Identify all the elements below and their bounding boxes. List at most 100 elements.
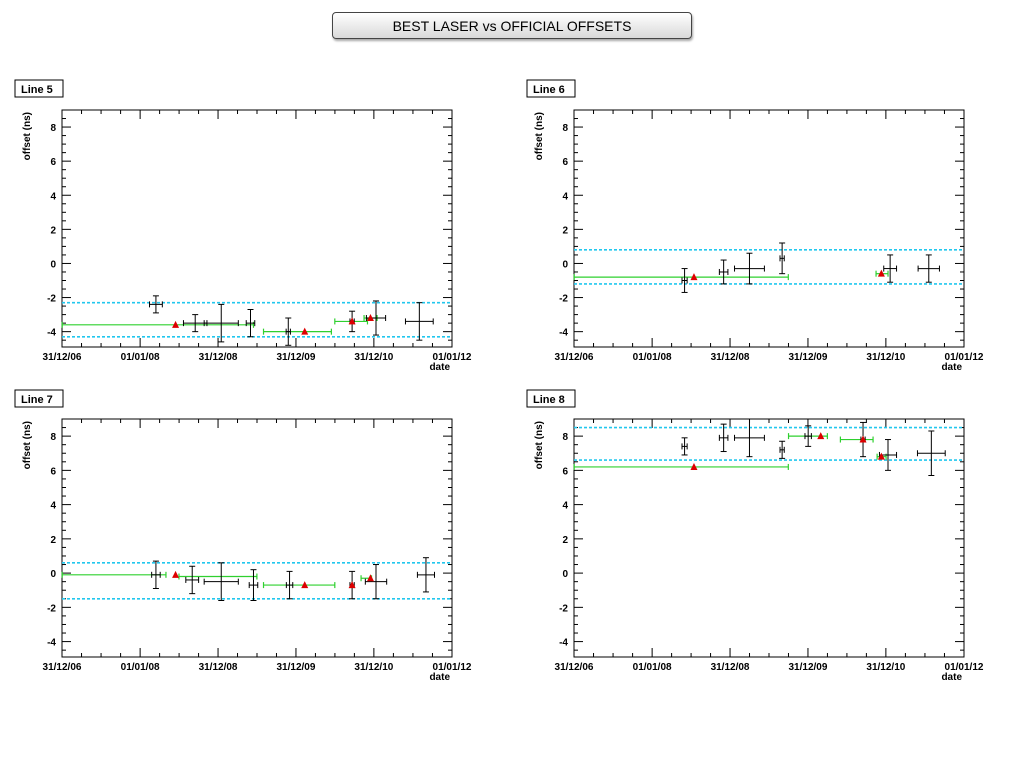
x-tick-label: 01/01/12 [433,352,472,363]
chart-panel-2: Line 6 -4 -2 0 2 4 6 8 31/12/06 01/01/08 31/12/08 3… [526,79,984,373]
y-tick-label: -4 [47,328,56,339]
laser-offset-point [285,570,294,600]
best-laser-marker [172,320,180,328]
y-axis-title: offset (ns) [534,421,545,469]
y-tick-label: 0 [50,569,56,580]
best-laser-marker [348,317,356,325]
laser-offset-point [734,252,765,285]
y-tick-label: 6 [50,157,56,168]
plot-frame [573,109,965,348]
x-tick-label: 31/12/08 [199,352,238,363]
y-tick-label: 0 [562,259,568,270]
panel-label-box [14,389,64,408]
x-tick-label: 31/12/09 [276,662,315,673]
y-tick-label: -4 [559,328,568,339]
x-tick-label: 01/01/12 [433,662,472,673]
x-tick-label: 31/12/08 [711,352,750,363]
laser-offset-point [883,254,898,283]
y-tick-label: 4 [50,501,56,512]
laser-offset-point [916,430,946,477]
y-tick-label: -2 [47,294,56,305]
x-axis-title: date [429,672,450,683]
x-tick-label: 31/12/06 [43,662,82,673]
x-tick-label: 31/12/06 [555,352,594,363]
laser-offset-point [182,314,208,333]
panel-label-box [526,79,576,98]
laser-offset-point [404,302,434,341]
y-tick-label: 0 [50,259,56,270]
x-tick-label: 31/12/08 [711,662,750,673]
best-laser-marker [877,269,885,277]
laser-offset-point [203,303,239,343]
panel-label-box [526,389,576,408]
y-tick-label: -2 [559,294,568,305]
best-laser-marker [690,462,698,470]
chart-panel-4: Line 8 -4 -2 0 2 4 6 8 31/12/06 01/01/08 31/12/08 3… [526,389,984,683]
best-laser-marker [301,581,309,589]
plot-frame [573,418,965,658]
x-tick-label: 01/01/08 [633,662,672,673]
x-tick-label: 01/01/08 [633,352,672,363]
best-laser-marker [301,327,309,335]
panel-label: Line 5 [21,84,53,96]
y-tick-label: 2 [562,225,568,236]
y-axis-title: offset (ns) [22,112,33,160]
chart-panel-1: Line 5 -4 -2 0 2 4 6 8 31/12/06 01/01/08 31/12/08 3… [14,79,472,373]
x-tick-label: 01/01/08 [121,352,160,363]
x-tick-label: 31/12/06 [555,662,594,673]
best-laser-marker [348,581,356,589]
laser-offset-point [185,565,200,595]
laser-offset-point [681,437,688,456]
best-laser-marker [366,574,374,582]
x-tick-label: 31/12/08 [199,662,238,673]
y-tick-label: -4 [559,638,568,649]
x-tick-label: 31/12/10 [354,662,393,673]
y-axis-title: offset (ns) [534,112,545,160]
x-tick-label: 01/01/12 [945,662,984,673]
x-tick-label: 31/12/10 [866,352,905,363]
laser-offset-point [779,242,786,275]
y-tick-label: 6 [562,157,568,168]
laser-offset-point [779,440,786,459]
y-tick-label: 8 [50,432,56,443]
laser-offset-point [203,562,239,601]
x-axis-title: date [429,362,450,373]
chart-panel-3: Line 7 -4 -2 0 2 4 6 8 31/12/06 01/01/08 31/12/08 3… [14,389,472,683]
laser-offset-point [734,418,765,458]
y-tick-label: 4 [562,501,568,512]
x-tick-label: 01/01/12 [945,352,984,363]
best-laser-marker [172,570,180,578]
laser-offset-point [149,295,163,314]
laser-offset-point [285,317,292,346]
x-axis-title: date [941,672,962,683]
y-tick-label: 6 [50,466,56,477]
panel-label: Line 6 [533,84,565,96]
laser-offset-point [151,560,161,590]
y-tick-label: 8 [50,123,56,134]
y-tick-label: -2 [559,603,568,614]
y-tick-label: 8 [562,123,568,134]
laser-offset-point [804,425,812,447]
panel-label-box [14,79,64,98]
plot-frame [61,109,453,348]
x-tick-label: 01/01/08 [121,662,160,673]
y-tick-label: 4 [562,191,568,202]
x-tick-label: 31/12/06 [43,352,82,363]
best-laser-marker [690,273,698,281]
x-tick-label: 31/12/09 [788,352,827,363]
y-tick-label: 0 [562,569,568,580]
x-tick-label: 31/12/09 [788,662,827,673]
best-laser-marker [817,432,825,440]
best-laser-marker [877,452,885,460]
laser-offset-point [718,259,729,285]
panel-label: Line 8 [533,394,565,406]
y-tick-label: 6 [562,466,568,477]
laser-offset-point [248,569,259,601]
y-tick-label: 4 [50,191,56,202]
laser-offset-point [416,557,435,593]
y-tick-label: -4 [47,638,56,649]
x-tick-label: 31/12/10 [354,352,393,363]
y-tick-label: 2 [50,225,56,236]
best-laser-marker [859,435,867,443]
y-tick-label: 2 [50,535,56,546]
